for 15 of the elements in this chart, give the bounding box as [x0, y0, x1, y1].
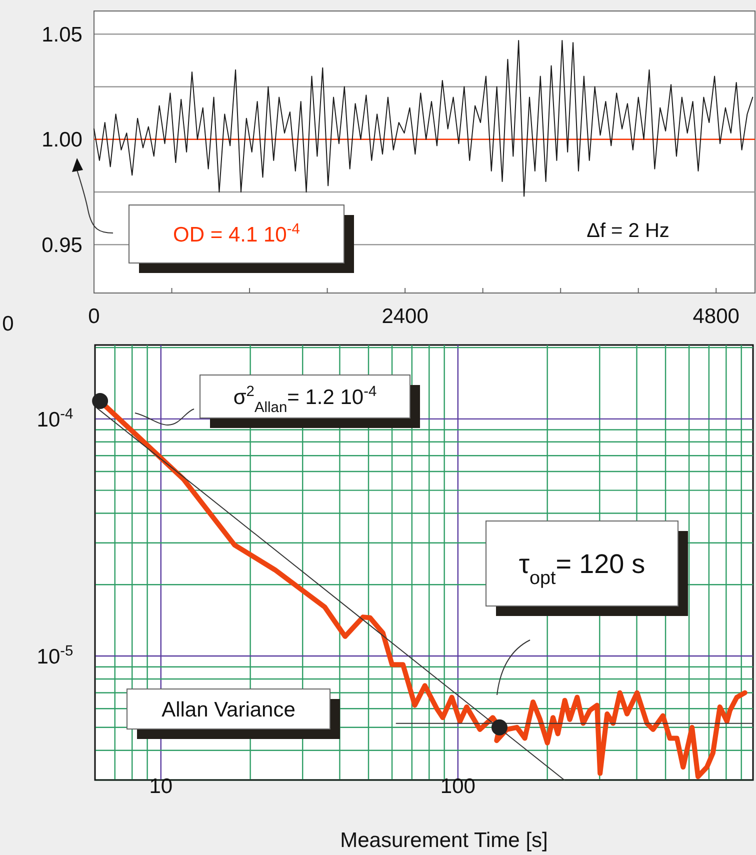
annotation: Allan Variance	[162, 698, 296, 722]
annotation: τ$_{opt}$= 120 s	[518, 548, 646, 588]
y-tick-label: 10$^{-4}$	[36, 406, 74, 432]
y-tick-label: 10$^{-5}$	[36, 643, 74, 668]
x-tick-label: 0	[88, 305, 100, 328]
annotation: Δf = 2 Hz	[586, 220, 670, 242]
x-tick-label: 2400	[382, 305, 428, 328]
annotation: OD = 4.1 10$^{-4}$	[173, 221, 300, 246]
annotation: σ$^{2}$$_{Allan}$= 1.2 10$^{-4}$	[233, 384, 377, 416]
y-tick-label: 1.05	[42, 24, 82, 46]
y-tick-label: 1.00	[42, 128, 82, 152]
y-tick-label: 0.95	[42, 234, 82, 257]
x-tick-label: 4800	[692, 305, 740, 328]
x-axis-title: Measurement Time [s]	[340, 829, 548, 852]
line-series	[94, 40, 754, 197]
